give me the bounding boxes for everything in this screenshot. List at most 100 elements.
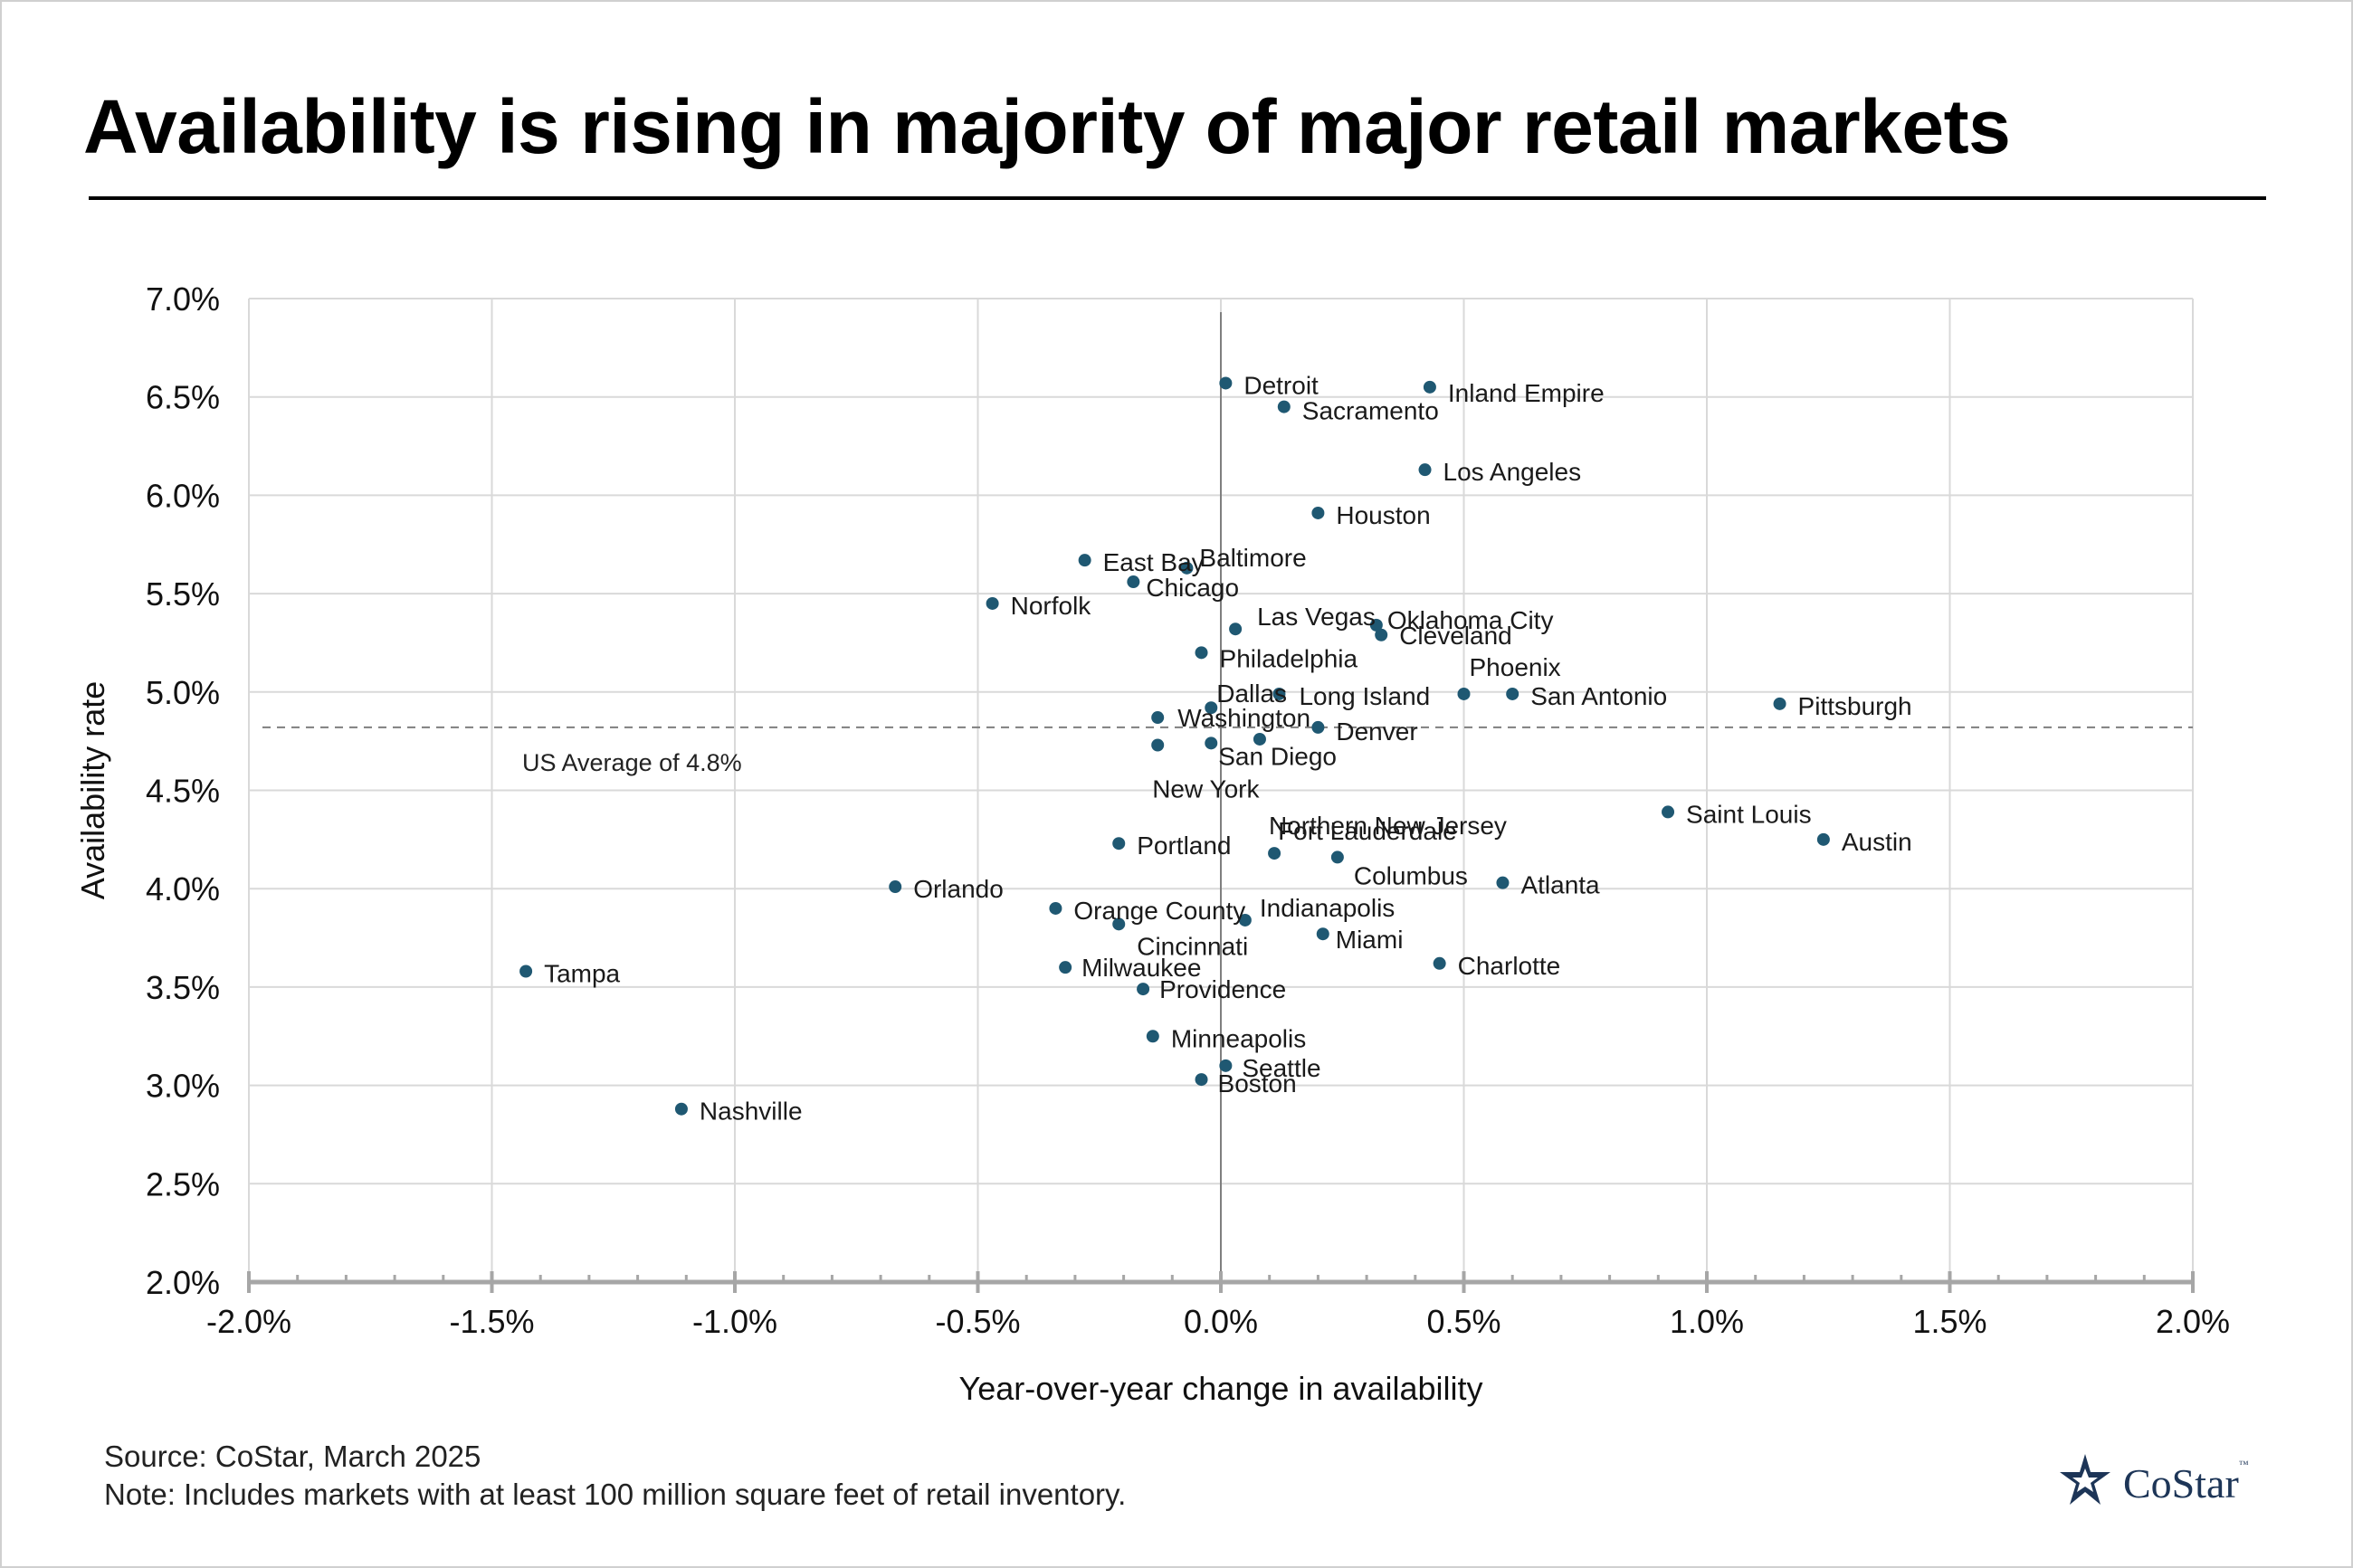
x-tick-label: -1.0% <box>692 1303 777 1340</box>
data-point <box>1506 687 1519 700</box>
data-point-label: New York <box>1152 774 1260 803</box>
y-axis-tick-labels: 2.0% 2.5% 3.0% 3.5% 4.0% 4.5% 5.0% 5.5% 6.0% 6.5%… <box>146 280 220 1301</box>
us-average-label: US Average of 4.8% <box>522 749 742 776</box>
data-point-label: East Bay <box>1103 548 1205 576</box>
data-point-label: Tampa <box>544 960 620 988</box>
data-point <box>1316 927 1329 941</box>
x-axis-label: Year-over-year change in availability <box>959 1370 1483 1407</box>
data-point <box>1311 506 1325 519</box>
data-point-label: Dallas <box>1216 679 1287 708</box>
data-point <box>1151 711 1165 725</box>
data-point <box>1205 701 1218 715</box>
data-point <box>1205 736 1218 750</box>
data-point <box>1219 1059 1233 1072</box>
y-tick-label: 4.5% <box>146 773 220 810</box>
data-point-label: Nashville <box>700 1098 803 1126</box>
data-point <box>1496 876 1510 889</box>
data-point-label: Norfolk <box>1011 592 1092 620</box>
data-point-label: Long Island <box>1299 682 1430 710</box>
data-point-label: Inland Empire <box>1448 379 1605 407</box>
data-point <box>1433 956 1446 970</box>
data-point <box>1311 720 1325 734</box>
data-point <box>1272 687 1286 700</box>
source-note: Source: CoStar, March 2025 <box>104 1440 481 1473</box>
x-tick-label: 1.5% <box>1912 1303 1986 1340</box>
data-point <box>1662 805 1675 819</box>
data-point-label: Atlanta <box>1520 871 1600 899</box>
data-point-label: Cleveland <box>1399 622 1512 650</box>
data-point <box>1151 738 1165 752</box>
data-point-label: Minneapolis <box>1171 1024 1306 1052</box>
x-tick-label: 1.0% <box>1670 1303 1744 1340</box>
y-tick-label: 6.0% <box>146 477 220 514</box>
y-tick-label: 3.5% <box>146 969 220 1006</box>
data-point-label: Miami <box>1336 926 1404 954</box>
data-point-label: Los Angeles <box>1443 458 1582 486</box>
data-point-label: Detroit <box>1243 371 1319 399</box>
data-point-label: Northern New Jersey <box>1269 812 1507 840</box>
data-point-label: Fort Lauderdale <box>1278 817 1457 845</box>
data-point <box>519 965 533 978</box>
data-point-label: Columbus <box>1354 861 1468 889</box>
data-point <box>1195 646 1208 660</box>
inventory-note: Note: Includes markets with at least 100… <box>104 1478 1127 1511</box>
costar-star-icon <box>2060 1454 2110 1505</box>
data-point-label: San Antonio <box>1530 682 1667 710</box>
data-point <box>1268 847 1281 860</box>
data-point <box>1457 687 1471 700</box>
x-tick-label: 0.5% <box>1426 1303 1500 1340</box>
data-point <box>1137 983 1150 996</box>
data-point <box>1112 917 1126 931</box>
data-point <box>1112 837 1126 851</box>
y-tick-label: 2.5% <box>146 1165 220 1202</box>
data-point-label: Orlando <box>913 875 1004 903</box>
data-point-label: Austin <box>1842 828 1912 856</box>
y-tick-label: 6.5% <box>146 379 220 416</box>
data-point <box>1078 554 1091 567</box>
data-point-label: Seattle <box>1242 1054 1320 1082</box>
data-point <box>1253 732 1266 746</box>
data-point <box>1229 622 1243 636</box>
data-point-label: Saint Louis <box>1686 800 1812 828</box>
data-point-label: Las Vegas <box>1257 603 1376 631</box>
data-point <box>1816 832 1830 846</box>
x-tick-label: 2.0% <box>2156 1303 2230 1340</box>
data-point-label: Baltimore <box>1199 544 1306 572</box>
data-points <box>519 376 1830 1116</box>
data-point <box>1375 628 1388 641</box>
data-point-label: Orange County <box>1073 897 1245 925</box>
data-point <box>1180 561 1194 575</box>
data-point-label: Chicago <box>1146 574 1239 602</box>
data-point <box>1238 913 1252 927</box>
data-point <box>1049 901 1062 915</box>
x-tick-label: -1.5% <box>449 1303 534 1340</box>
data-point-label: Denver <box>1336 717 1417 746</box>
data-point-label: Portland <box>1137 832 1231 860</box>
data-point <box>1146 1030 1159 1043</box>
x-tick-label: 0.0% <box>1184 1303 1258 1340</box>
x-axis <box>247 1271 2195 1293</box>
data-point-labels: Detroit Inland Empire Sacramento Los Angele… <box>544 371 1912 1125</box>
data-point-label: Cincinnati <box>1137 932 1248 960</box>
data-point-label: Pittsburgh <box>1798 692 1912 720</box>
costar-logo: CoStar™ <box>2056 1452 2273 1512</box>
data-point-label: Providence <box>1159 975 1286 1003</box>
data-point <box>1195 1073 1208 1087</box>
data-point <box>1773 697 1786 710</box>
y-tick-label: 4.0% <box>146 870 220 908</box>
y-axis-label: Availability rate <box>74 681 111 899</box>
data-point <box>1418 463 1432 477</box>
data-point-label: Sacramento <box>1302 397 1439 425</box>
y-tick-label: 5.0% <box>146 674 220 711</box>
y-tick-label: 7.0% <box>146 280 220 318</box>
data-point <box>674 1102 688 1116</box>
data-point <box>986 596 999 610</box>
data-point-label: Oklahoma City <box>1387 606 1554 634</box>
x-tick-label: -0.5% <box>935 1303 1020 1340</box>
data-point <box>1277 400 1291 413</box>
data-point <box>1219 376 1233 390</box>
chart-title: Availability is rising in majority of ma… <box>83 84 2011 169</box>
data-point-label: Charlotte <box>1458 952 1561 980</box>
